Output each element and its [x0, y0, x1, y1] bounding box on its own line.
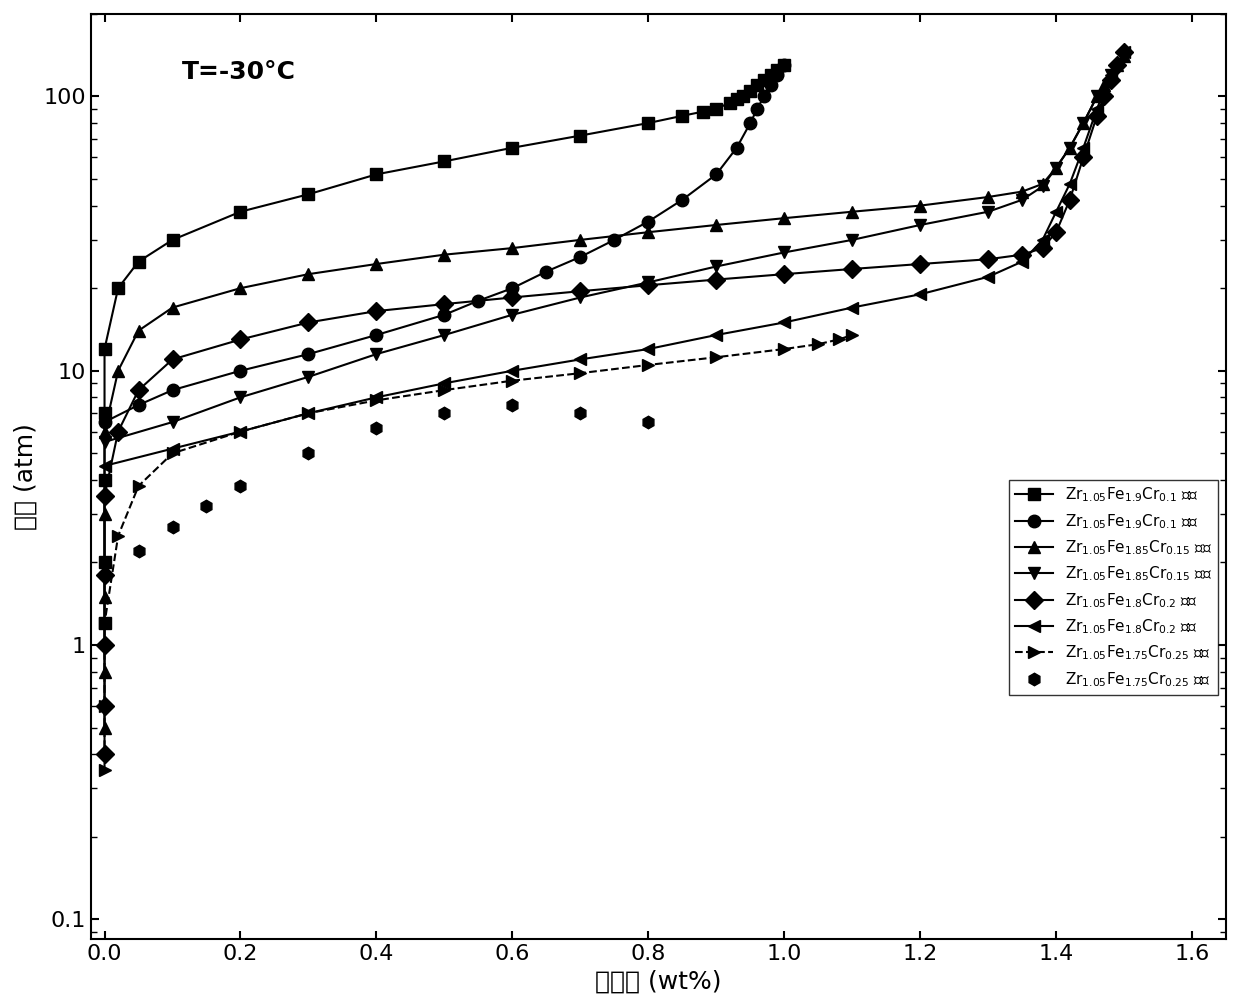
Y-axis label: 压力 (atm): 压力 (atm) — [14, 423, 38, 530]
Legend: $\mathregular{Zr_{1.05}Fe_{1.9}Cr_{0.1}}$ 吸氢, $\mathregular{Zr_{1.05}Fe_{1.9}Cr_: $\mathregular{Zr_{1.05}Fe_{1.9}Cr_{0.1}}… — [1009, 479, 1219, 695]
X-axis label: 吸氢量 (wt%): 吸氢量 (wt%) — [595, 969, 722, 993]
Text: T=-30°C: T=-30°C — [182, 60, 296, 85]
